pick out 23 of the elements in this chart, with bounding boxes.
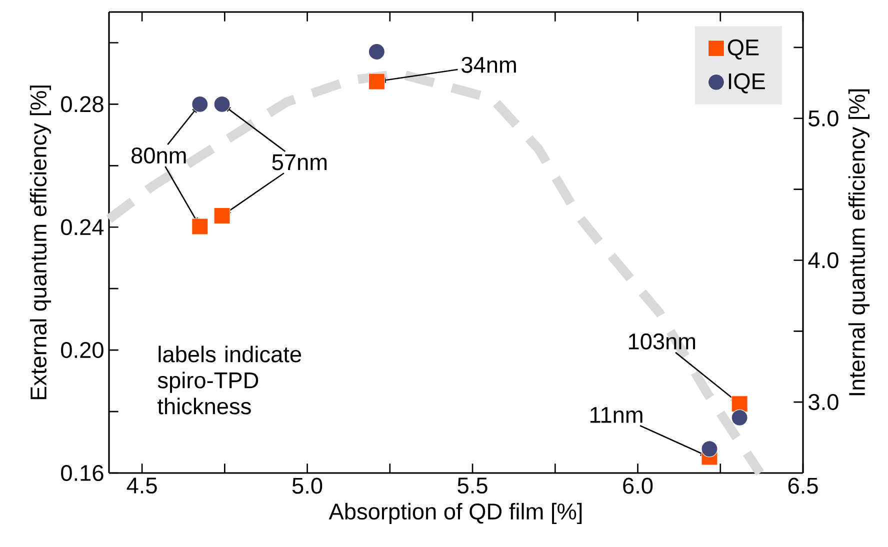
annotation: 103nm [628,333,696,350]
x-tick-label: 4.5 [126,478,157,494]
annotation: 80nm [132,148,186,164]
y-tick-label: 0.24 [61,219,104,236]
y-axis-title: External quantum efficiency [%] [30,86,52,400]
x-tick-label: 5.5 [458,478,488,494]
x-axis-title: Absorption of QD film [%] [328,502,582,524]
y2-tick-label: 5.0 [808,110,838,126]
x-tick-label: 6.0 [623,478,653,494]
legend-label: IQE [728,73,765,94]
y-tick-label: 0.16 [61,464,104,482]
annotation: 57nm [272,154,327,170]
annotation: labels indicate spiro-TPD thickness [158,346,302,414]
y2-tick-label: 3.0 [808,394,838,410]
x-tick-label: 6.5 [788,478,818,494]
y-tick-label: 0.28 [61,96,104,112]
y2-axis-title: Internal quantum efficiency [%] [848,89,870,396]
annotation: 34nm [462,56,516,73]
x-tick-label: 5.0 [292,478,322,494]
y2-tick-label: 4.0 [808,252,838,268]
annotation: 11nm [590,407,642,423]
legend-label: QE [728,39,759,60]
y-tick-label: 0.20 [61,342,104,358]
